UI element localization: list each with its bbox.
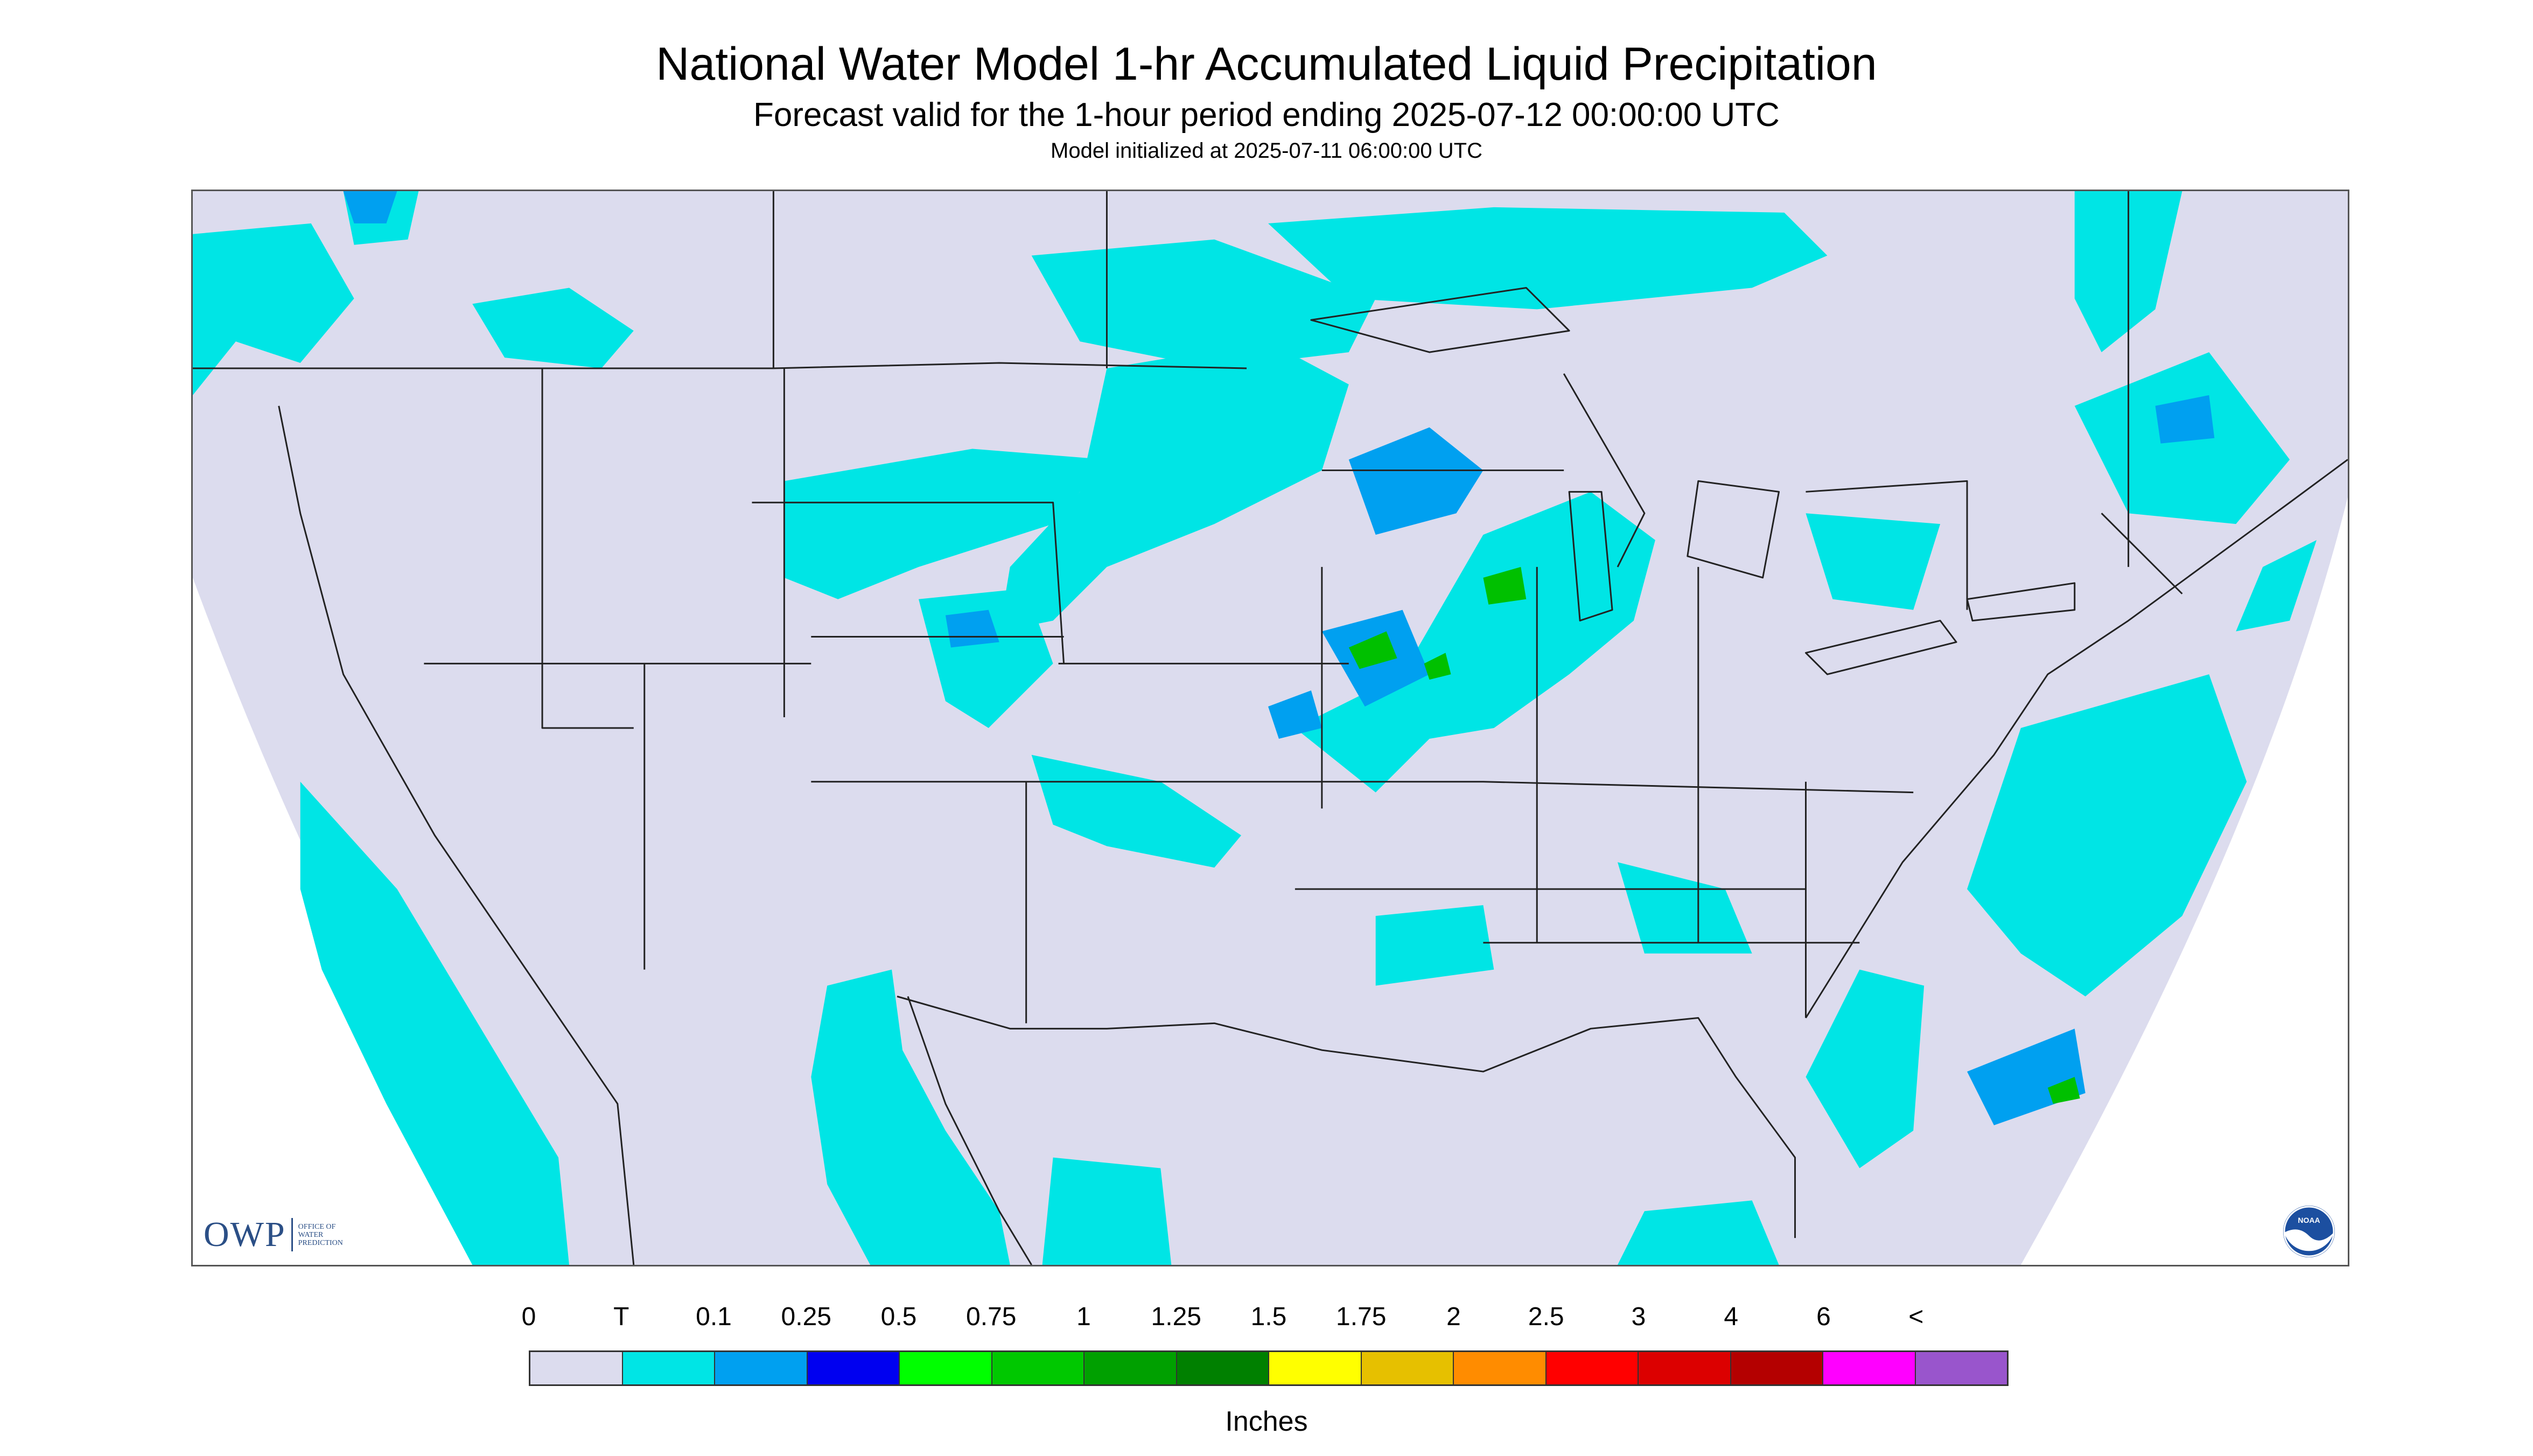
legend-swatch	[1361, 1352, 1454, 1384]
owp-logo-text: OWP	[204, 1215, 286, 1254]
coastlines	[278, 405, 2348, 1265]
map-canvas	[193, 191, 2348, 1265]
legend-swatch	[1454, 1352, 1547, 1384]
legend-swatch	[1084, 1352, 1177, 1384]
legend-label: 0.75	[966, 1303, 1017, 1331]
legend-swatch	[992, 1352, 1084, 1384]
legend-swatch	[1546, 1352, 1639, 1384]
model-init-text: Model initialized at 2025-07-11 06:00:00…	[1051, 139, 1482, 163]
legend-label: 2.5	[1528, 1303, 1564, 1331]
noaa-logo: NOAA	[2283, 1206, 2335, 1257]
legend-label: 1.25	[1151, 1303, 1201, 1331]
legend-units: Inches	[1225, 1406, 1308, 1437]
legend-swatch	[1823, 1352, 1916, 1384]
legend-label: 6	[1816, 1303, 1831, 1331]
legend-swatch	[1915, 1352, 2007, 1384]
owp-logo-subtext: OFFICE OF WATER PREDICTION	[298, 1223, 379, 1247]
owp-logo-line-1: OFFICE OF	[298, 1222, 336, 1231]
legend-swatch	[715, 1352, 808, 1384]
noaa-logo-ring	[2283, 1206, 2335, 1257]
noaa-logo-label: NOAA	[2298, 1216, 2320, 1224]
legend-swatch	[807, 1352, 900, 1384]
map-title: National Water Model 1-hr Accumulated Li…	[656, 38, 1877, 90]
legend-label: 0.5	[880, 1303, 917, 1331]
legend-label: <	[1908, 1303, 1924, 1331]
owp-logo-line-3: PREDICTION	[298, 1238, 343, 1247]
legend-label: 2	[1446, 1303, 1461, 1331]
legend-colorbar	[529, 1350, 2009, 1386]
precipitation-map: OWP OFFICE OF WATER PREDICTION NOAA	[191, 190, 2349, 1266]
legend-label: 0.1	[696, 1303, 732, 1331]
legend-label: 4	[1724, 1303, 1739, 1331]
legend-swatch	[530, 1352, 623, 1384]
owp-logo-divider	[291, 1218, 293, 1251]
forecast-valid-subtitle: Forecast valid for the 1-hour period end…	[753, 96, 1780, 134]
legend-label: 1	[1076, 1303, 1091, 1331]
legend-label: 3	[1631, 1303, 1646, 1331]
legend-swatch	[1177, 1352, 1269, 1384]
legend-labels: 0 T 0.1 0.25 0.5 0.75 1 1.25 1.5 1.75 2 2.5 3 4 6 <	[0, 1302, 2533, 1334]
legend-swatch	[1639, 1352, 1731, 1384]
legend-label: 1.5	[1250, 1303, 1287, 1331]
projection-domain	[193, 191, 2348, 1265]
legend-swatch	[1269, 1352, 1362, 1384]
legend-label: 0.25	[781, 1303, 831, 1331]
state-boundaries	[193, 191, 2183, 1024]
noaa-logo-wave	[2284, 1229, 2334, 1251]
legend-label: 0	[521, 1303, 536, 1331]
precip-heavy-areas	[1348, 566, 2080, 1104]
legend-swatch	[622, 1352, 715, 1384]
owp-logo-line-2: WATER	[298, 1230, 324, 1239]
legend-label: 1.75	[1336, 1303, 1387, 1331]
great-lakes	[1310, 286, 2076, 675]
legend-swatch	[900, 1352, 992, 1384]
legend-swatch	[1731, 1352, 1823, 1384]
owp-logo: OWP OFFICE OF WATER PREDICTION	[204, 1214, 379, 1255]
legend-label: T	[613, 1303, 629, 1331]
